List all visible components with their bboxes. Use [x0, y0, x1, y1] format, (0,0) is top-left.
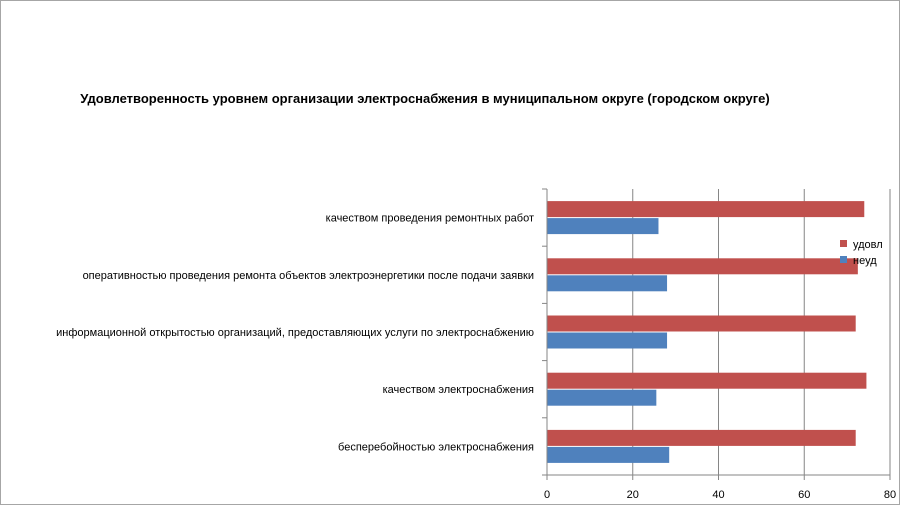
- category-label: бесперебойностью электроснабжения: [338, 441, 534, 453]
- x-tick-label: 40: [712, 489, 724, 501]
- bar-udovl: [547, 315, 856, 332]
- legend: удовл неуд: [840, 239, 883, 267]
- category-label: оперативностью проведения ремонта объект…: [83, 270, 534, 282]
- x-tick-label: 80: [884, 489, 896, 501]
- bar-udovl: [547, 201, 865, 218]
- bar-neud: [547, 218, 659, 235]
- category-label: качеством проведения ремонтных работ: [326, 213, 534, 225]
- category-label: информационной открытостью организаций, …: [56, 327, 534, 339]
- x-tick-label: 60: [798, 489, 810, 501]
- category-labels: качеством проведения ремонтных работ опер…: [56, 213, 534, 454]
- bar-neud: [547, 389, 657, 406]
- chart-title: Удовлетворенность уровнем организации эл…: [80, 91, 769, 106]
- legend-label: неуд: [853, 255, 877, 267]
- x-tick-label: 20: [627, 489, 639, 501]
- gridlines: [632, 189, 891, 475]
- legend-swatch: [840, 256, 847, 263]
- x-tick-label: 0: [544, 489, 550, 501]
- legend-label: удовл: [853, 239, 883, 251]
- bars: [547, 201, 867, 463]
- bar-neud: [547, 446, 670, 463]
- tick-labels: 0 20 40 60 80: [544, 489, 896, 501]
- axes: [542, 188, 891, 480]
- bar-udovl: [547, 429, 856, 446]
- bar-neud: [547, 275, 668, 292]
- legend-swatch: [840, 240, 847, 247]
- bar-udovl: [547, 258, 858, 275]
- bar-neud: [547, 332, 668, 349]
- bar-udovl: [547, 372, 867, 389]
- category-label: качеством электроснабжения: [383, 384, 534, 396]
